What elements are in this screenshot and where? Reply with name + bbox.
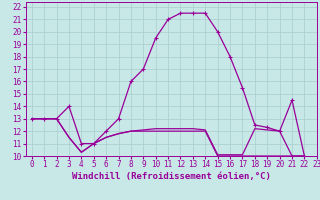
X-axis label: Windchill (Refroidissement éolien,°C): Windchill (Refroidissement éolien,°C) [72, 172, 271, 181]
